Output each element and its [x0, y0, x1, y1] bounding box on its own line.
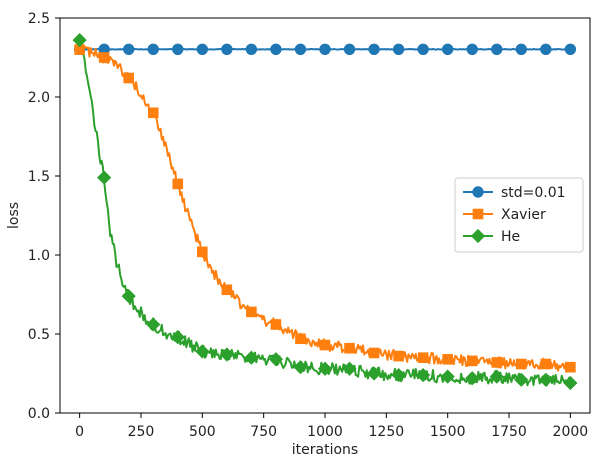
data-point-square	[540, 358, 552, 370]
data-point-diamond	[391, 367, 406, 383]
data-point-diamond	[97, 170, 112, 185]
data-point-square	[270, 319, 282, 330]
data-point-diamond	[366, 366, 382, 381]
data-point-diamond	[317, 361, 333, 376]
data-point-diamond	[342, 361, 357, 376]
data-point-circle	[123, 43, 135, 55]
y-axis-label: loss	[6, 202, 22, 229]
data-point-diamond	[219, 347, 234, 362]
data-point-circle	[441, 43, 454, 55]
y-tick-label: 2.5	[28, 11, 50, 27]
data-point-diamond	[416, 367, 431, 383]
data-point-square	[565, 361, 576, 373]
data-point-square	[147, 107, 159, 119]
data-point-diamond	[268, 352, 284, 367]
x-tick-label: 0	[75, 424, 84, 440]
data-point-circle	[270, 43, 282, 55]
data-point-diamond	[293, 360, 308, 375]
data-point-square	[172, 178, 184, 190]
data-point-diamond	[489, 369, 504, 384]
data-point-circle	[491, 43, 503, 55]
legend: std=0.01 Xavier He	[454, 177, 584, 253]
data-point-diamond	[121, 288, 136, 304]
data-point-square	[319, 339, 331, 351]
data-point-square	[417, 352, 429, 363]
x-tick-label: 500	[189, 424, 216, 440]
data-point-square	[98, 52, 110, 63]
data-point-circle	[392, 43, 405, 55]
data-point-circle	[147, 43, 159, 55]
data-point-circle	[221, 43, 233, 55]
marker-layer	[72, 33, 578, 391]
data-point-square	[368, 347, 380, 359]
data-point-square	[221, 284, 233, 296]
y-tick-label: 0.5	[28, 327, 50, 343]
data-point-circle	[564, 43, 577, 55]
legend-label: Xavier	[501, 207, 546, 223]
legend-marker	[472, 208, 484, 220]
data-point-circle	[417, 43, 429, 55]
y-tick-label: 1.0	[28, 248, 50, 264]
x-tick-label: 1000	[307, 424, 343, 440]
data-point-diamond	[514, 372, 529, 387]
data-point-diamond	[244, 350, 259, 365]
data-point-circle	[319, 43, 331, 55]
data-point-circle	[540, 43, 552, 55]
data-point-diamond	[538, 372, 553, 387]
legend-marker	[470, 228, 486, 244]
data-point-square	[344, 342, 355, 354]
data-point-circle	[294, 43, 307, 55]
x-tick-label: 1500	[430, 424, 466, 440]
data-point-square	[491, 357, 503, 368]
y-tick-label: 0.0	[28, 406, 50, 422]
legend-label: He	[501, 229, 520, 245]
x-tick-label: 1750	[491, 424, 527, 440]
data-point-square	[393, 350, 404, 362]
data-point-diamond	[563, 375, 578, 391]
legend-label: std=0.01	[501, 185, 566, 201]
data-point-square	[246, 306, 257, 318]
y-tick-label: 2.0	[28, 90, 50, 106]
data-point-circle	[343, 43, 356, 55]
data-point-circle	[466, 43, 478, 55]
x-tick-label: 2000	[553, 424, 589, 440]
data-point-circle	[368, 43, 380, 55]
data-point-square	[123, 72, 135, 84]
x-tick-label: 250	[128, 424, 155, 440]
y-tick-label: 1.5	[28, 169, 50, 185]
data-point-circle	[515, 43, 527, 55]
data-point-diamond	[146, 317, 161, 332]
x-tick-label: 750	[250, 424, 277, 440]
legend-box	[454, 177, 584, 253]
x-axis-label: iterations	[292, 442, 358, 456]
data-point-circle	[245, 43, 258, 55]
data-point-diamond	[170, 330, 185, 345]
x-tick-label: 1250	[369, 424, 405, 440]
data-point-square	[197, 246, 208, 258]
data-point-diamond	[195, 344, 210, 359]
data-point-square	[442, 353, 453, 365]
data-point-square	[515, 358, 527, 370]
data-point-square	[295, 333, 306, 345]
data-point-circle	[196, 43, 209, 55]
data-point-diamond	[465, 371, 480, 386]
data-point-square	[466, 355, 478, 367]
legend-marker	[472, 186, 484, 198]
data-point-diamond	[440, 369, 455, 384]
axes-layer: 0 250 500 750 1000 1250 1500 1750 2000 0.0 0.5 1.0 1…	[28, 11, 591, 440]
data-point-diamond	[72, 33, 87, 48]
data-point-circle	[172, 43, 184, 55]
